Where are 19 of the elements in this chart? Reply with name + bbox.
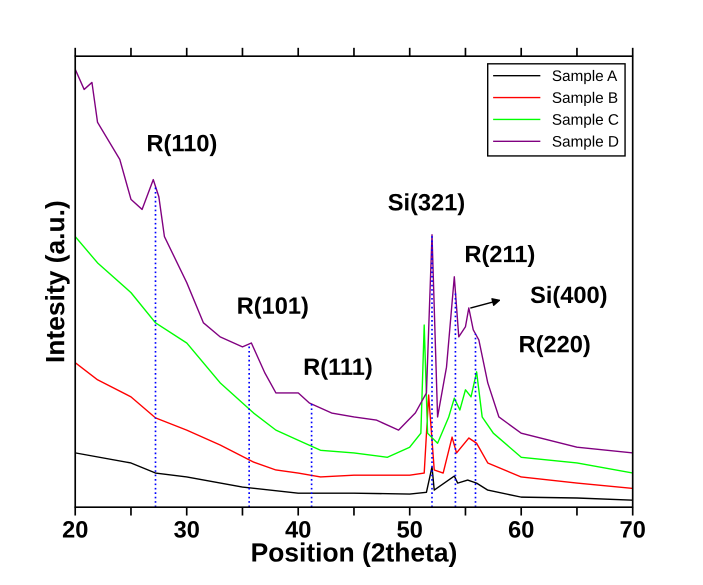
annotation: R(110) bbox=[148, 134, 216, 156]
y-axis-title: Intesity (a.u.) bbox=[45, 202, 70, 362]
x-tick-label: 60 bbox=[508, 521, 534, 538]
annotation: Si(400) bbox=[530, 286, 606, 308]
annotation: R(211) bbox=[466, 245, 534, 268]
annotation: R(220) bbox=[520, 335, 590, 358]
legend-label: Sample C bbox=[552, 114, 618, 128]
x-tick-label: 70 bbox=[620, 521, 645, 538]
x-axis-title: Position (2theta) bbox=[252, 542, 456, 567]
legend-label: Sample D bbox=[552, 136, 618, 150]
annotation: Si(321) bbox=[388, 193, 464, 216]
x-tick-label: 30 bbox=[174, 521, 199, 538]
x-tick-label: 20 bbox=[62, 521, 88, 538]
legend-label: Sample B bbox=[552, 92, 618, 106]
x-tick-label: 40 bbox=[285, 521, 310, 538]
annotation: R(101) bbox=[238, 296, 308, 319]
annotation: R(111) bbox=[304, 358, 372, 380]
x-tick-label: 50 bbox=[397, 521, 422, 538]
legend-label: Sample A bbox=[552, 70, 618, 84]
